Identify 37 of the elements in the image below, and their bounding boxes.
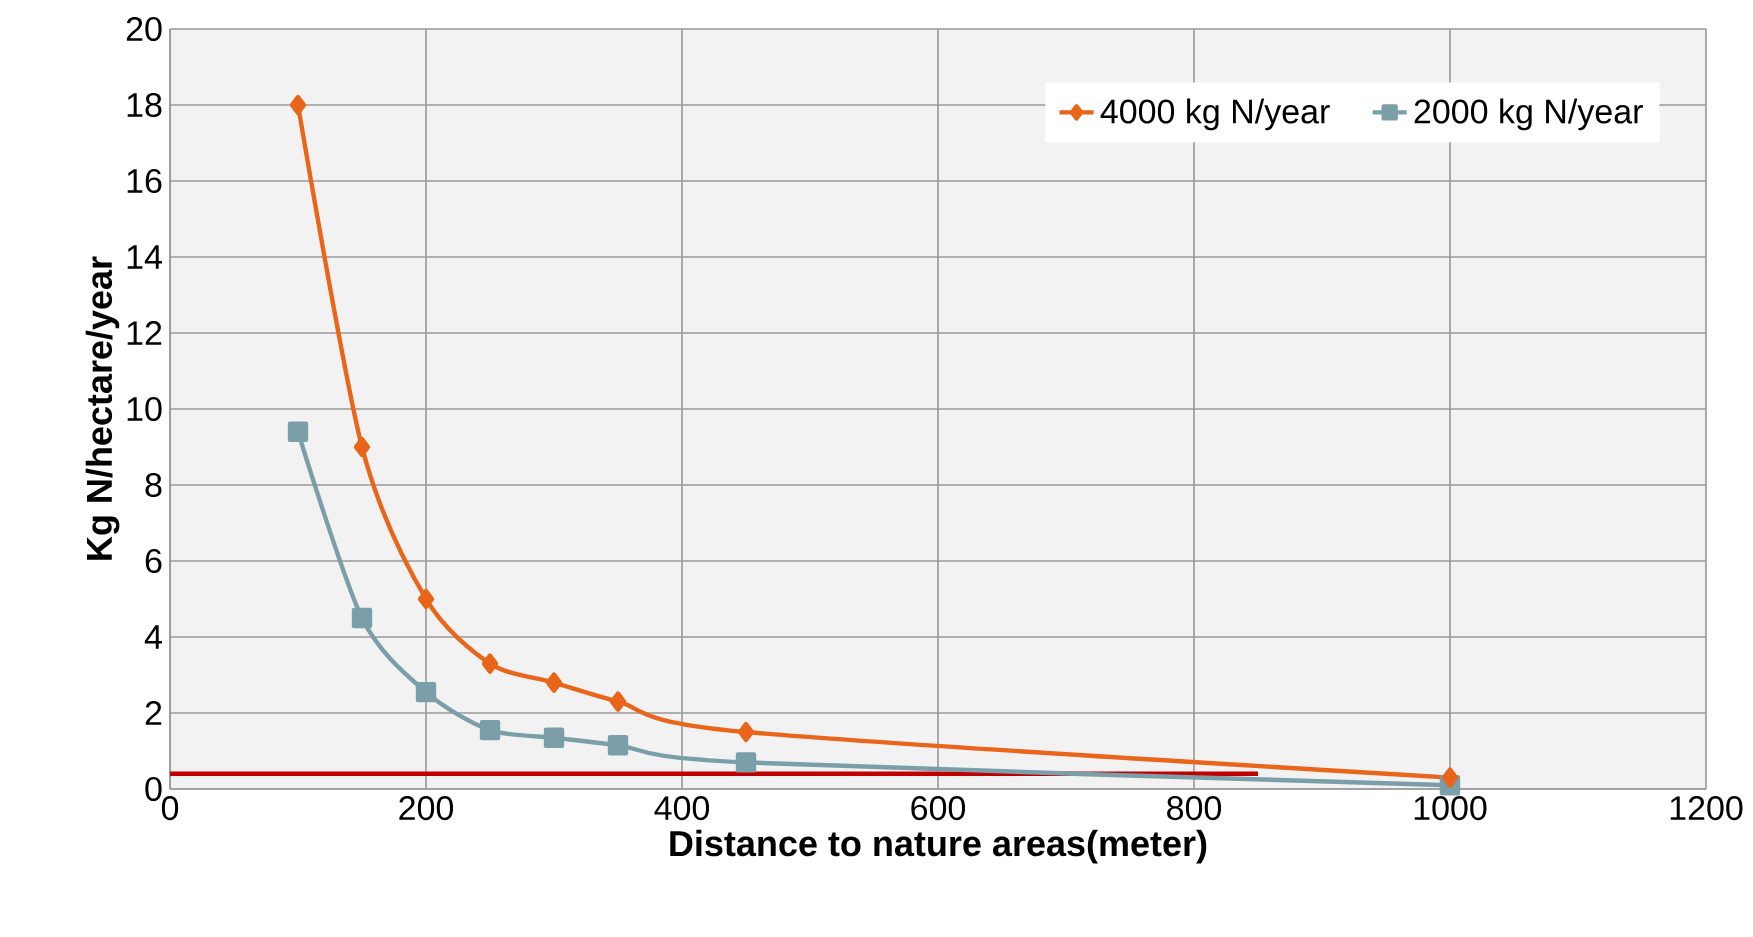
y-tick-label: 20	[126, 16, 162, 42]
y-tick-label: 4	[144, 625, 162, 649]
x-tick-label: 1200	[1670, 796, 1743, 821]
x-tick-label: 800	[1167, 796, 1222, 821]
y-tick-label: 14	[127, 245, 162, 269]
point	[1441, 767, 1459, 788]
point	[415, 681, 437, 703]
point	[735, 752, 757, 773]
y-axis-title: Kg N/hectare/year	[85, 256, 120, 560]
point	[607, 735, 629, 756]
point	[353, 436, 371, 458]
point	[609, 691, 627, 712]
point	[545, 672, 563, 693]
x-tick-label: 1000	[1414, 796, 1487, 821]
x-tick-label: 200	[399, 796, 454, 821]
point	[481, 653, 499, 674]
legend-label: 2000 kg N/year	[1414, 98, 1643, 131]
y-tick-label: 10	[127, 396, 162, 422]
y-tick-label: 2	[145, 701, 162, 725]
point	[289, 94, 307, 116]
y-tick-label: 18	[127, 92, 162, 118]
y-tick-label: 8	[145, 472, 162, 498]
point	[479, 719, 501, 741]
point	[287, 421, 309, 442]
x-axis-title: Distance to nature areas(meter)	[670, 829, 1207, 864]
point	[737, 721, 755, 743]
x-tick-label: 0	[161, 796, 179, 821]
legend-label: 4000 kg N/year	[1100, 98, 1330, 131]
point	[417, 588, 435, 610]
point	[543, 727, 565, 748]
point	[351, 607, 373, 629]
x-tick-label: 600	[911, 796, 966, 821]
y-tick-label: 0	[145, 776, 162, 802]
x-tick-label: 400	[654, 796, 710, 821]
y-tick-label: 16	[127, 168, 162, 194]
y-tick-label: 12	[127, 321, 162, 345]
y-tick-label: 6	[145, 548, 162, 574]
